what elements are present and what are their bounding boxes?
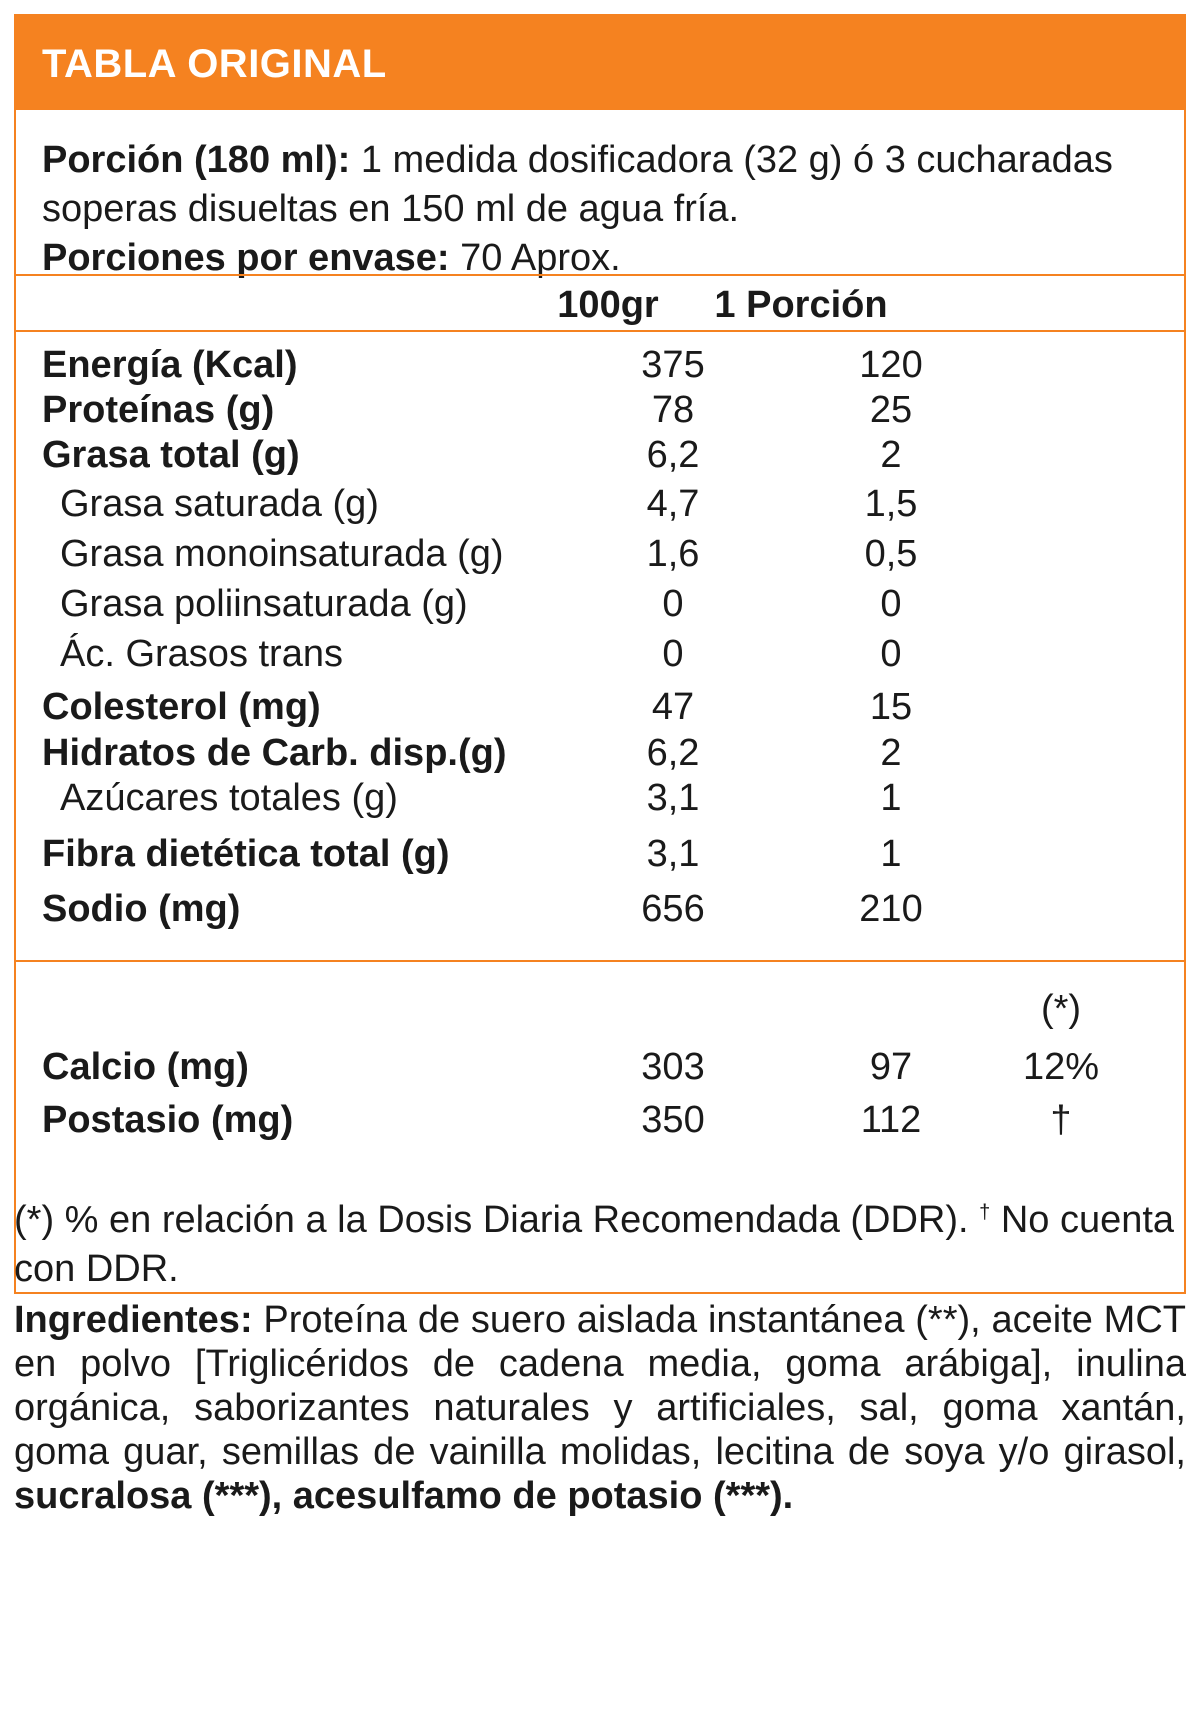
value-per-100gr: 3,1 <box>646 833 700 875</box>
ddr-header-row: (*) <box>16 988 1184 1038</box>
value-per-portion: 0 <box>880 633 902 675</box>
ingredients: Ingredientes: Proteína de suero aislada … <box>14 1298 1186 1518</box>
ddr-column-mark: (*) <box>1040 988 1082 1030</box>
nutrient-label: Grasa total (g) <box>42 434 300 476</box>
ingredients-text: Proteína de suero aislada instantánea (*… <box>14 1299 1186 1473</box>
servings-label: Porciones por envase: <box>42 237 450 279</box>
value-per-portion: 25 <box>869 389 913 431</box>
value-per-portion: 2 <box>880 434 902 476</box>
value-per-portion: 120 <box>859 344 923 386</box>
value-per-portion: 0 <box>880 583 902 625</box>
value-per-100gr: 78 <box>651 389 695 431</box>
nutrient-label: Energía (Kcal) <box>42 344 298 386</box>
serving-info: Porción (180 ml): 1 medida dosificadora … <box>42 136 1158 283</box>
footnote-text-2: No cuenta con DDR. <box>14 1199 1175 1290</box>
value-per-portion: 0,5 <box>864 533 918 575</box>
table-row: Energía (Kcal) 375 120 <box>16 344 1184 394</box>
portion-label: Porción (180 ml): <box>42 139 351 181</box>
nutrient-label: Fibra dietética total (g) <box>42 833 450 875</box>
mineral-label: Postasio (mg) <box>42 1099 294 1141</box>
value-per-100gr: 4,7 <box>646 483 700 525</box>
value-per-100gr: 6,2 <box>646 434 700 476</box>
value-per-100gr: 3,1 <box>646 777 700 819</box>
nutrient-label: Grasa monoinsaturada (g) <box>60 533 504 575</box>
value-per-portion: 1,5 <box>864 483 918 525</box>
value-per-portion: 1 <box>880 833 902 875</box>
nutrient-label: Sodio (mg) <box>42 888 241 930</box>
value-per-100gr: 1,6 <box>646 533 700 575</box>
column-header-portion: 1 Porción <box>714 284 888 326</box>
footnote: (*) % en relación a la Dosis Diaria Reco… <box>14 1196 1186 1294</box>
table-row: Fibra dietética total (g) 3,1 1 <box>16 833 1184 883</box>
value-ddr: 12% <box>1022 1046 1100 1088</box>
value-per-100gr: 0 <box>662 633 684 675</box>
table-row: Grasa monoinsaturada (g) 1,6 0,5 <box>16 533 1184 583</box>
table-row: Calcio (mg) 303 97 12% <box>16 1046 1184 1096</box>
value-per-100gr: 656 <box>641 888 705 930</box>
table-header: TABLA ORIGINAL <box>16 16 1184 110</box>
table-row: Grasa saturada (g) 4,7 1,5 <box>16 483 1184 533</box>
nutrient-label: Grasa saturada (g) <box>60 483 379 525</box>
footnote-text-1: (*) % en relación a la Dosis Diaria Reco… <box>14 1199 980 1241</box>
ingredients-label: Ingredientes: <box>14 1299 253 1341</box>
ingredients-sweeteners: sucralosa (***), acesulfamo de potasio (… <box>14 1475 794 1517</box>
nutrient-label: Hidratos de Carb. disp.(g) <box>42 732 507 774</box>
column-header-100gr: 100gr <box>557 284 659 326</box>
value-per-100gr: 0 <box>662 583 684 625</box>
table-row: Postasio (mg) 350 112 † <box>16 1099 1184 1149</box>
value-per-100gr: 47 <box>651 686 695 728</box>
value-per-portion: 97 <box>869 1046 913 1088</box>
value-per-100gr: 375 <box>641 344 705 386</box>
table-row: Grasa total (g) 6,2 2 <box>16 434 1184 484</box>
value-per-100gr: 303 <box>641 1046 705 1088</box>
value-per-portion: 15 <box>869 686 913 728</box>
value-per-portion: 2 <box>880 732 902 774</box>
servings-text: 70 Aprox. <box>449 237 621 279</box>
value-per-portion: 1 <box>880 777 902 819</box>
table-row: Hidratos de Carb. disp.(g) 6,2 2 <box>16 732 1184 782</box>
nutrient-label: Ác. Grasos trans <box>60 633 343 675</box>
nutrient-label: Azúcares totales (g) <box>60 777 398 819</box>
nutrient-label: Grasa poliinsaturada (g) <box>60 583 468 625</box>
value-per-portion: 112 <box>860 1099 922 1141</box>
value-per-100gr: 350 <box>641 1099 705 1141</box>
divider <box>16 274 1184 276</box>
table-title: TABLA ORIGINAL <box>42 42 387 86</box>
value-per-100gr: 6,2 <box>646 732 700 774</box>
table-row: Azúcares totales (g) 3,1 1 <box>16 777 1184 827</box>
table-row: Ác. Grasos trans 0 0 <box>16 633 1184 683</box>
divider <box>16 330 1184 332</box>
divider <box>16 960 1184 962</box>
table-row: Sodio (mg) 656 210 <box>16 888 1184 938</box>
nutrient-label: Colesterol (mg) <box>42 686 321 728</box>
value-per-portion: 210 <box>859 888 923 930</box>
table-row: Proteínas (g) 78 25 <box>16 389 1184 439</box>
table-row: Colesterol (mg) 47 15 <box>16 686 1184 736</box>
dagger-mark: † <box>979 1201 991 1224</box>
value-ddr: † <box>1050 1099 1072 1141</box>
nutrition-table: TABLA ORIGINAL Porción (180 ml): 1 medid… <box>14 14 1186 1294</box>
portion-text: 1 medida dosificadora (32 g) ó 3 cuchara… <box>42 139 1113 230</box>
mineral-label: Calcio (mg) <box>42 1046 249 1088</box>
table-row: Grasa poliinsaturada (g) 0 0 <box>16 583 1184 633</box>
nutrient-label: Proteínas (g) <box>42 389 275 431</box>
